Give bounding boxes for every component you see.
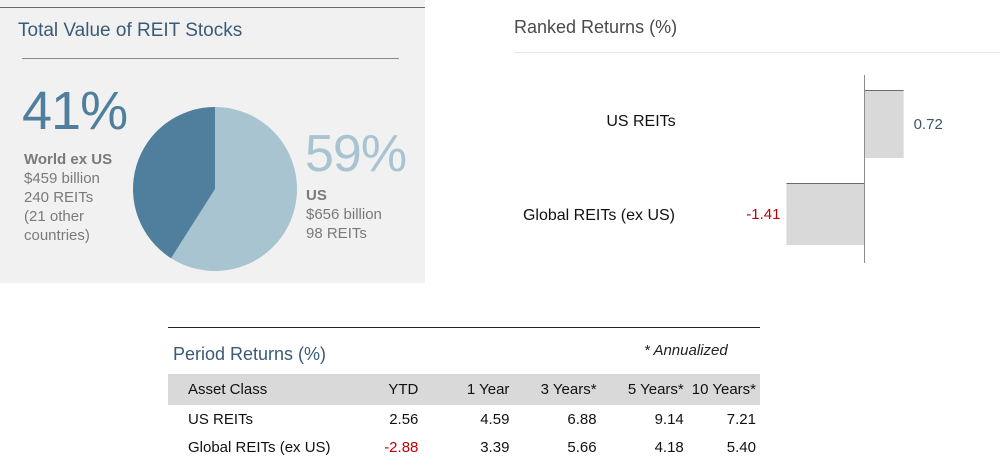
world-ex-us-note-1: (21 other — [24, 208, 85, 225]
world-ex-us-details: World ex US $459 billion 240 REITs (21 o… — [24, 150, 139, 245]
cell-5-years: 9.14 — [654, 410, 684, 428]
top-rule — [0, 7, 425, 8]
header-10-years: 10 Years* — [687, 374, 760, 405]
table-header-row: Asset Class YTD 1 Year 3 Years* 5 Years*… — [168, 374, 760, 405]
bar-global-reits-ex-us — [786, 183, 864, 245]
header-5-years: 5 Years* — [600, 374, 688, 405]
world-ex-us-label: World ex US — [24, 151, 113, 168]
cell-10-years: 5.40 — [726, 438, 756, 456]
table-rule — [168, 327, 760, 328]
row-label: US REITs — [188, 410, 254, 428]
period-returns-title: Period Returns (%) — [173, 344, 327, 364]
table-row: Global REITs (ex US) -2.88 3.39 5.66 4.1… — [168, 433, 760, 461]
us-label: US — [306, 187, 327, 204]
row-label: Global REITs (ex US) — [188, 438, 331, 456]
header-1-year: 1 Year — [422, 374, 514, 405]
value-label: 0.72 — [914, 116, 943, 133]
world-ex-us-count: 240 REITs — [24, 189, 94, 206]
value-label: -1.41 — [746, 206, 780, 223]
reit-value-panel: Total Value of REIT Stocks 41% World ex … — [0, 0, 425, 283]
world-ex-us-note-2: countries) — [24, 227, 90, 244]
category-label: Global REITs (ex US) — [523, 207, 675, 224]
title-rule — [22, 58, 399, 59]
table-row: US REITs 2.56 4.59 6.88 9.14 7.21 — [168, 405, 760, 433]
ranked-returns-chart: US REITs 0.72 Global REITs (ex US) -1.41 — [523, 75, 943, 263]
cell-3-years: 6.88 — [567, 410, 597, 428]
cell-5-years: 4.18 — [654, 438, 684, 456]
pie-slice-us — [171, 107, 297, 271]
cell-3-years: 5.66 — [567, 438, 597, 456]
header-asset-class: Asset Class — [168, 374, 359, 405]
header-ytd: YTD — [359, 374, 423, 405]
us-value: $656 billion — [306, 206, 382, 223]
bar-us-reits — [864, 90, 904, 158]
cell-ytd: 2.56 — [389, 410, 419, 428]
cell-1-year: 3.39 — [480, 438, 510, 456]
pie-chart — [133, 107, 297, 271]
annualized-note: * Annualized — [644, 342, 728, 359]
pie-slice-world-ex-us — [133, 107, 215, 259]
world-ex-us-value: $459 billion — [24, 170, 100, 187]
world-ex-us-percent: 41% — [22, 81, 128, 141]
us-count: 98 REITs — [306, 225, 367, 242]
us-percent: 59% — [305, 125, 407, 183]
ranked-rule — [514, 52, 1000, 53]
period-returns-table: Asset Class YTD 1 Year 3 Years* 5 Years*… — [168, 374, 760, 461]
cell-10-years: 7.21 — [726, 410, 756, 428]
header-3-years: 3 Years* — [513, 374, 601, 405]
ranked-returns-title: Ranked Returns (%) — [514, 17, 678, 37]
pie-title: Total Value of REIT Stocks — [18, 20, 243, 41]
cell-ytd: -2.88 — [384, 438, 419, 456]
category-label: US REITs — [606, 113, 675, 130]
us-details: US $656 billion 98 REITs — [306, 186, 382, 243]
cell-1-year: 4.59 — [480, 410, 510, 428]
